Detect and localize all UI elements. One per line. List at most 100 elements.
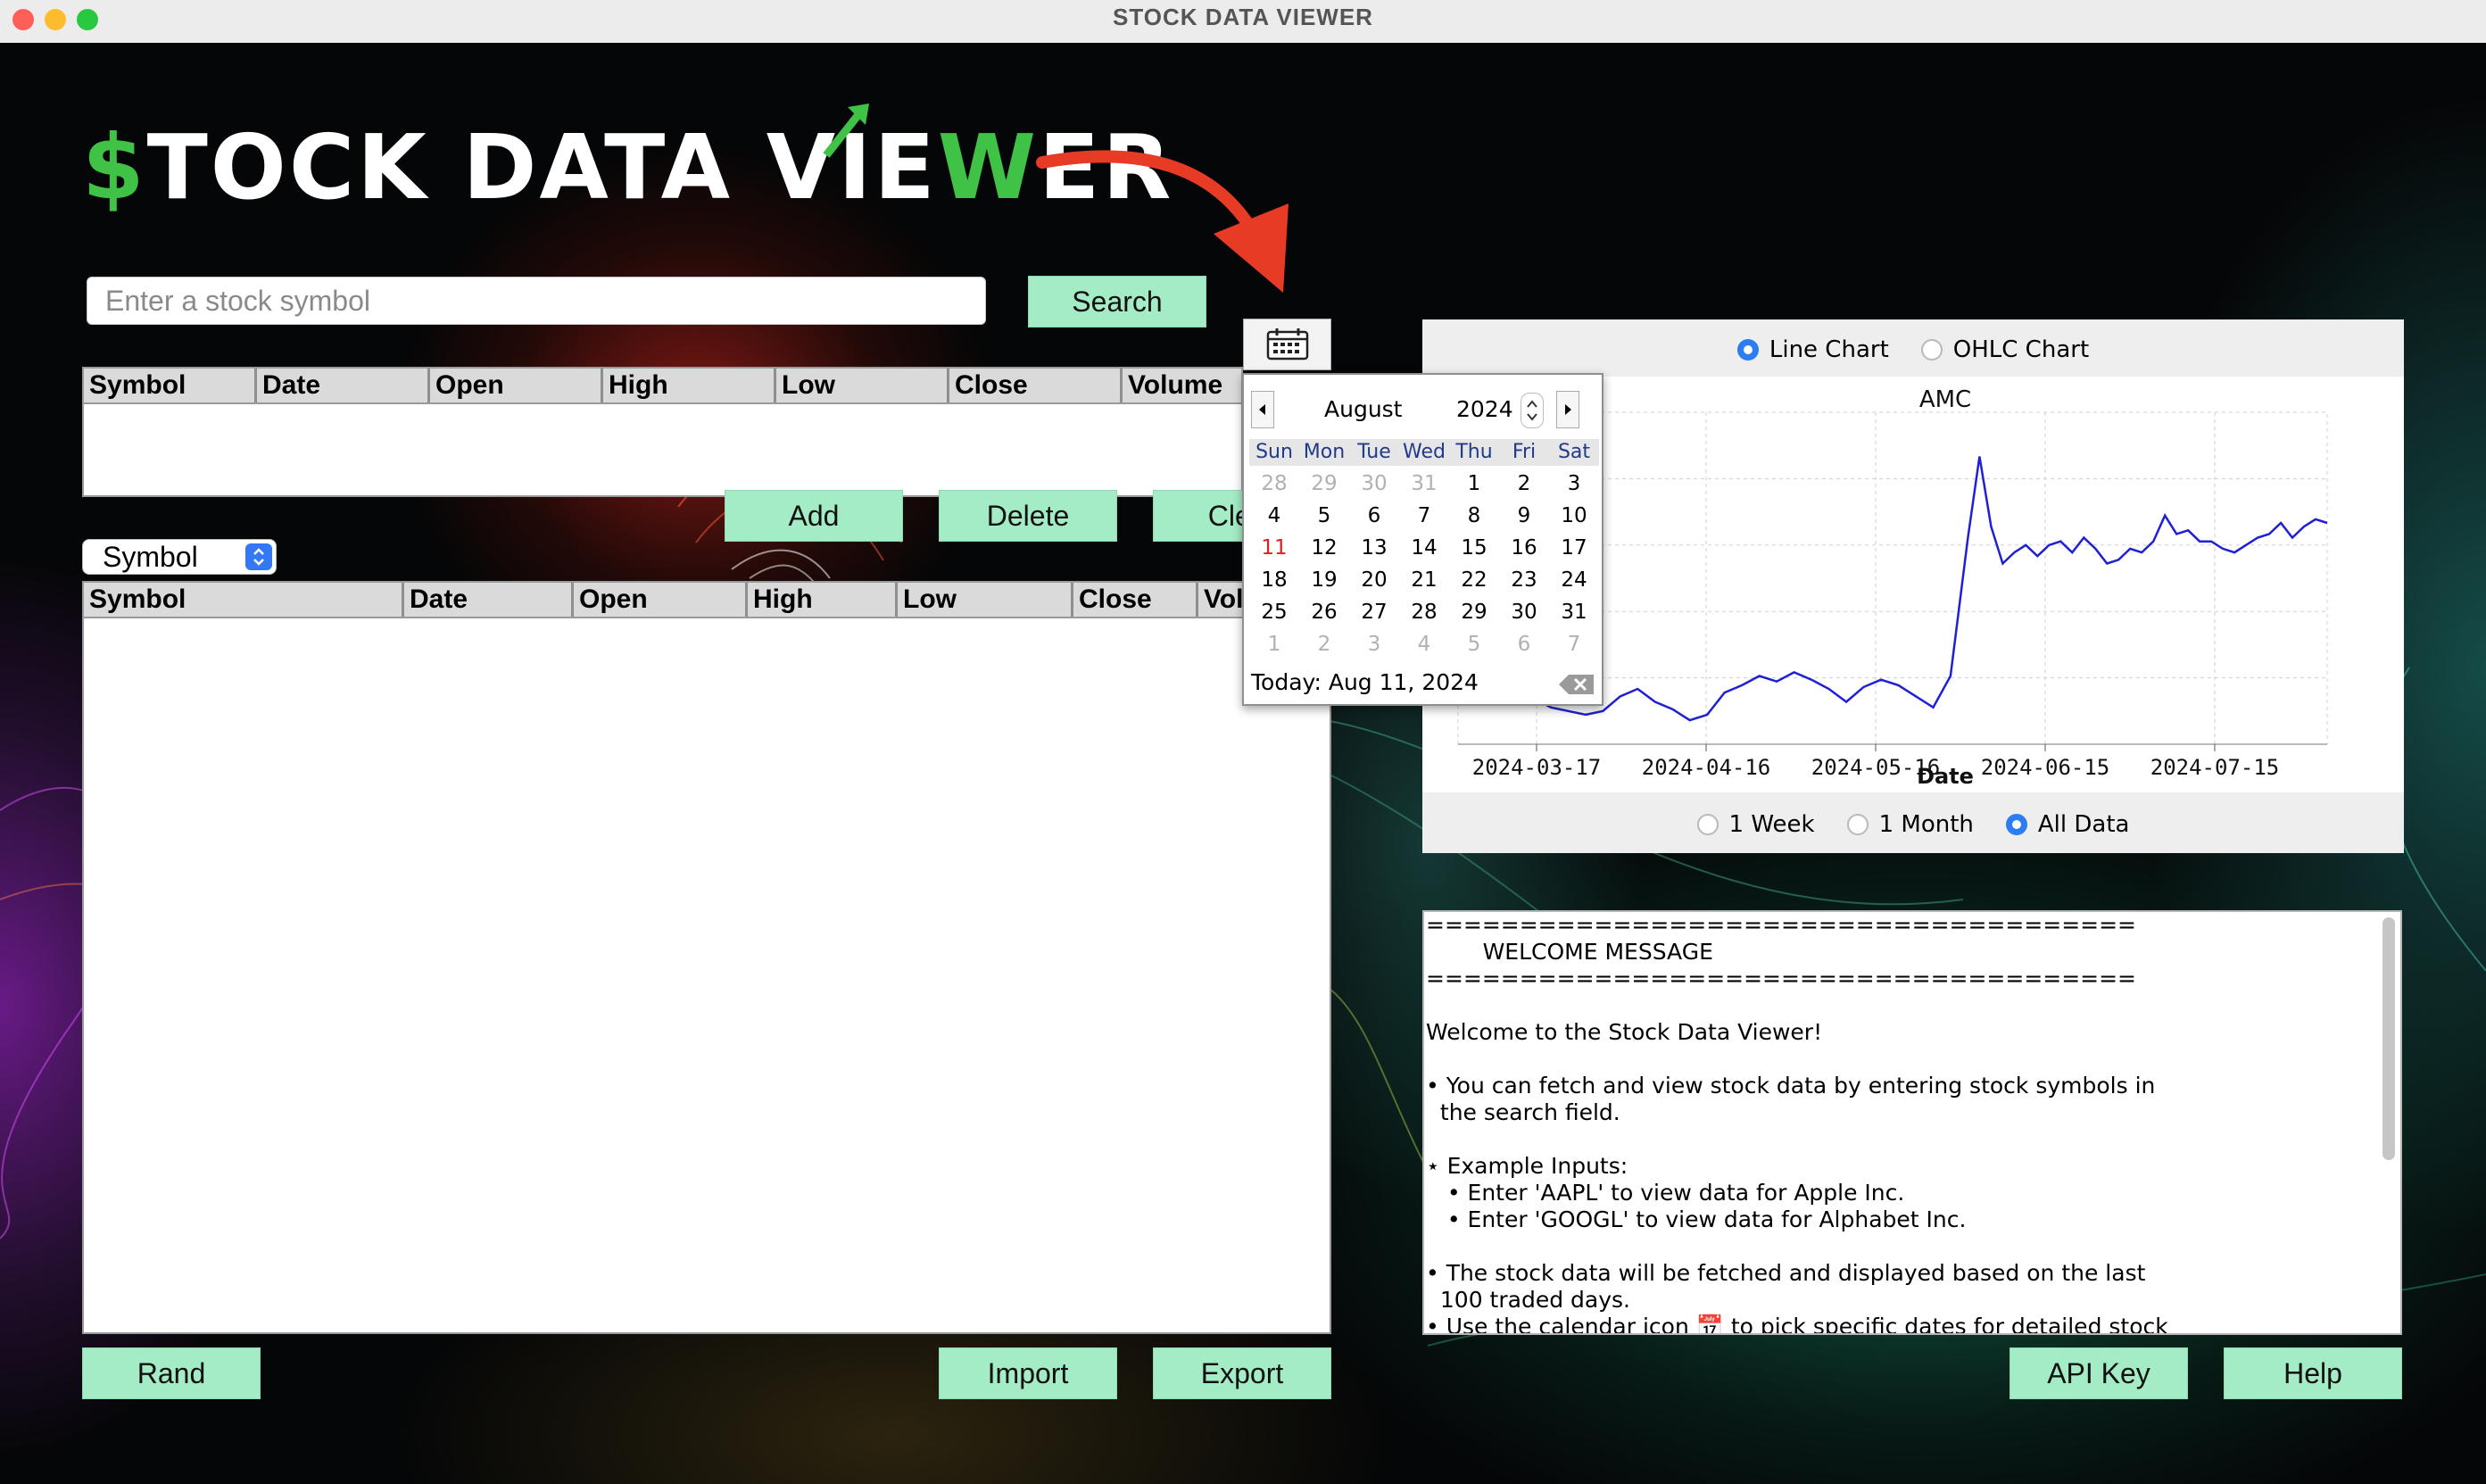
calendar-day[interactable]: 30 xyxy=(1511,601,1537,624)
calendar-day[interactable]: 6 xyxy=(1517,633,1531,656)
column-header-volume[interactable]: Volume xyxy=(1123,369,1241,402)
range-1-month-radio[interactable]: 1 Month xyxy=(1846,811,1974,838)
range-1-month-dot[interactable] xyxy=(1846,814,1869,835)
calendar-day[interactable]: 1 xyxy=(1467,472,1481,495)
calendar-day[interactable]: 22 xyxy=(1461,568,1487,592)
search-button[interactable]: Search xyxy=(1028,276,1206,327)
calendar-day[interactable]: 28 xyxy=(1261,472,1288,495)
calendar-day[interactable]: 26 xyxy=(1311,601,1338,624)
calendar-day[interactable]: 2 xyxy=(1517,472,1531,495)
calendar-day[interactable]: 31 xyxy=(1561,601,1587,624)
calendar-day[interactable]: 25 xyxy=(1261,601,1288,624)
calendar-day[interactable]: 17 xyxy=(1561,536,1587,560)
range-1-week-radio[interactable]: 1 Week xyxy=(1696,811,1815,838)
year-label[interactable]: 2024 xyxy=(1456,396,1513,422)
line-chart-radio[interactable]: Line Chart xyxy=(1736,336,1889,363)
calendar-day[interactable]: 16 xyxy=(1511,536,1537,560)
calendar-day[interactable]: 27 xyxy=(1361,601,1388,624)
saved-stocks-table[interactable]: Symbol Date Open High Low Close Volume xyxy=(82,581,1331,1334)
ohlc-chart-radio-dot[interactable] xyxy=(1920,339,1943,361)
column-header-close[interactable]: Close xyxy=(949,369,1123,402)
calendar-day[interactable]: 28 xyxy=(1411,601,1438,624)
calendar-day[interactable]: 1 xyxy=(1267,633,1281,656)
calendar-day[interactable]: 6 xyxy=(1367,504,1381,527)
column-header-date[interactable]: Date xyxy=(257,369,430,402)
calendar-day[interactable]: 19 xyxy=(1311,568,1338,592)
close-window-button[interactable] xyxy=(12,9,34,30)
minimize-window-button[interactable] xyxy=(45,9,66,30)
calendar-day[interactable]: 18 xyxy=(1261,568,1288,592)
column-header-low[interactable]: Low xyxy=(776,369,949,402)
sort-field-select[interactable]: Symbol xyxy=(82,539,277,575)
line-chart-label: Line Chart xyxy=(1769,336,1889,363)
search-results-table[interactable]: Symbol Date Open High Low Close Volume xyxy=(82,367,1243,497)
calendar-day[interactable]: 3 xyxy=(1567,472,1581,495)
message-scrollbar[interactable] xyxy=(2382,917,2395,1160)
calendar-week-row: 1 2 3 4 5 6 7 xyxy=(1249,628,1599,660)
calendar-day[interactable]: 15 xyxy=(1461,536,1487,560)
today-label[interactable]: Today: Aug 11, 2024 xyxy=(1251,669,1479,695)
calendar-day[interactable]: 8 xyxy=(1467,504,1481,527)
column-header-date[interactable]: Date xyxy=(404,583,574,617)
calendar-day[interactable]: 21 xyxy=(1411,568,1438,592)
x-tick-label: 2024-06-15 xyxy=(1981,755,2110,780)
app-logo: $TOCK DATA VIEWER xyxy=(82,123,1173,212)
calendar-day[interactable]: 9 xyxy=(1517,504,1531,527)
export-button[interactable]: Export xyxy=(1153,1347,1331,1399)
line-chart-radio-dot[interactable] xyxy=(1736,339,1759,361)
column-header-open[interactable]: Open xyxy=(430,369,603,402)
range-1-week-dot[interactable] xyxy=(1696,814,1719,835)
column-header-high[interactable]: High xyxy=(748,583,898,617)
calendar-day[interactable]: 3 xyxy=(1367,633,1381,656)
calendar-day[interactable]: 4 xyxy=(1267,504,1281,527)
column-header-open[interactable]: Open xyxy=(574,583,748,617)
calendar-day[interactable]: 14 xyxy=(1411,536,1438,560)
calendar-day[interactable]: 30 xyxy=(1361,472,1388,495)
calendar-day[interactable]: 24 xyxy=(1561,568,1587,592)
calendar-day[interactable]: 7 xyxy=(1417,504,1431,527)
month-label[interactable]: August xyxy=(1324,396,1403,422)
calendar-icon xyxy=(1266,328,1308,361)
calendar-day[interactable]: 23 xyxy=(1511,568,1537,592)
column-header-symbol[interactable]: Symbol xyxy=(84,583,404,617)
column-header-low[interactable]: Low xyxy=(898,583,1073,617)
api-key-button[interactable]: API Key xyxy=(2010,1347,2188,1399)
calendar-day[interactable]: 7 xyxy=(1567,633,1581,656)
year-stepper[interactable] xyxy=(1521,393,1544,428)
rand-button[interactable]: Rand xyxy=(82,1347,261,1399)
column-header-close[interactable]: Close xyxy=(1073,583,1198,617)
column-header-high[interactable]: High xyxy=(603,369,776,402)
calendar-day[interactable]: 20 xyxy=(1361,568,1388,592)
weekday-label: Thu xyxy=(1455,441,1493,463)
weekday-label: Sat xyxy=(1557,441,1591,463)
calendar-day[interactable]: 10 xyxy=(1561,504,1587,527)
delete-button[interactable]: Delete xyxy=(939,490,1117,542)
calendar-day[interactable]: 4 xyxy=(1417,633,1431,656)
column-header-symbol[interactable]: Symbol xyxy=(84,369,257,402)
add-button[interactable]: Add xyxy=(725,490,903,542)
help-button[interactable]: Help xyxy=(2224,1347,2402,1399)
calendar-day[interactable]: 31 xyxy=(1411,472,1438,495)
zoom-window-button[interactable] xyxy=(77,9,98,30)
calendar-day[interactable]: 5 xyxy=(1317,504,1331,527)
calendar-day-today[interactable]: 11 xyxy=(1261,536,1288,560)
clear-date-button[interactable] xyxy=(1558,673,1595,700)
ohlc-chart-radio[interactable]: OHLC Chart xyxy=(1920,336,2089,363)
import-button[interactable]: Import xyxy=(939,1347,1117,1399)
calendar-day[interactable]: 12 xyxy=(1311,536,1338,560)
previous-month-button[interactable] xyxy=(1251,391,1274,428)
calendar-day[interactable]: 29 xyxy=(1311,472,1338,495)
range-all-data-dot[interactable] xyxy=(2005,814,2027,835)
chart-title: AMC xyxy=(1919,386,1971,413)
search-input[interactable] xyxy=(87,277,986,325)
range-all-data-radio[interactable]: All Data xyxy=(2005,811,2129,838)
calendar-button[interactable] xyxy=(1243,319,1331,370)
calendar-day[interactable]: 13 xyxy=(1361,536,1388,560)
welcome-message-panel[interactable]: ====================================== W… xyxy=(1422,910,2402,1335)
next-month-button[interactable] xyxy=(1556,391,1579,428)
calendar-day[interactable]: 5 xyxy=(1467,633,1481,656)
window-titlebar: STOCK DATA VIEWER xyxy=(0,0,2486,44)
weekday-header-row: Sun Mon Tue Wed Thu Fri Sat xyxy=(1249,439,1599,466)
calendar-day[interactable]: 29 xyxy=(1461,601,1487,624)
calendar-day[interactable]: 2 xyxy=(1317,633,1331,656)
